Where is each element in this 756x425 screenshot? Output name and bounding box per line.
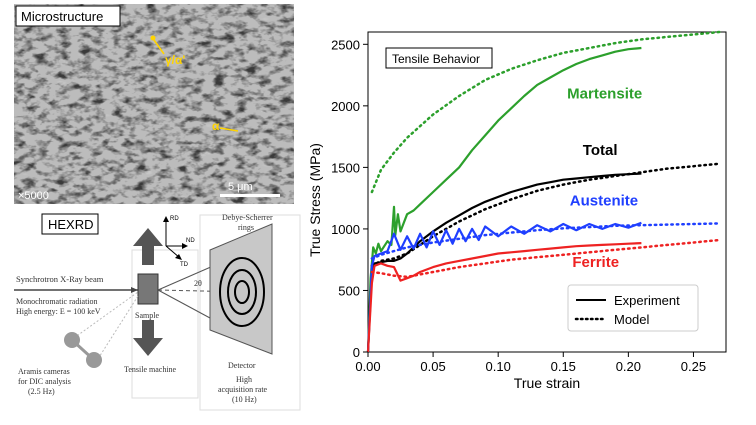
y-tick-label: 2500 [331, 37, 360, 52]
legend: Experiment Model [567, 284, 699, 332]
y-axis-label: True Stress (MPa) [307, 143, 323, 257]
y-tick-label: 1500 [331, 160, 360, 175]
microstructure-label: Microstructure [21, 9, 103, 24]
beam-label: Synchrotron X-Ray beam [16, 274, 104, 284]
aramis-label-line3: (2.5 Hz) [28, 387, 55, 396]
alpha-arrow [219, 127, 239, 132]
y-tick-label: 1000 [331, 222, 360, 237]
debye-ring-outer [219, 257, 265, 327]
x-tick-label: 0.25 [681, 359, 706, 374]
hexrd-label: HEXRD [48, 217, 94, 232]
high-label-line1: High [236, 375, 252, 384]
sample-frame [131, 249, 199, 399]
ferrite-experiment-line [366, 242, 642, 353]
total-model-line [370, 162, 721, 268]
high-label-line3: (10 Hz) [232, 395, 257, 404]
td-arrowhead [175, 254, 182, 260]
mono-label-line1: Monochromatic radiation [16, 297, 98, 306]
aramis-label-line2: for DIC analysis [18, 377, 71, 386]
hexrd-panel: HEXRD RD ND TD Synchrotron X-Ray beam Mo… [14, 210, 310, 415]
debye-ring-inner [234, 280, 250, 304]
x-tick-label: 0.00 [355, 359, 380, 374]
ferrite-series-label: Ferrite [572, 254, 619, 271]
tensile-chart: 0.00 0.05 0.10 0.15 0.20 0.25 0 500 1000 1500 2000… [306, 24, 750, 396]
x-axis-label: True strain [514, 375, 580, 391]
tensile-machine-label: Tensile machine [124, 365, 177, 374]
debye-ring-middle [227, 269, 257, 315]
austenite-experiment-line [366, 221, 642, 353]
xray-beam-arrowhead [131, 287, 138, 293]
td-label: TD [180, 262, 189, 268]
tensile-chart-svg: 0.00 0.05 0.10 0.15 0.20 0.25 0 500 1000 1500 2000… [307, 30, 727, 391]
legend-experiment-label: Experiment [614, 293, 680, 308]
debye-label-line1: Debye-Scherrer [222, 213, 273, 222]
sample-label: Sample [135, 311, 159, 320]
martensite-model-line [370, 30, 721, 194]
scale-bar-label: 5 μm [228, 181, 253, 193]
two-theta-label: 2θ [194, 279, 202, 288]
camera-line-lower [95, 295, 139, 363]
hexrd-diagram: HEXRD RD ND TD Synchrotron X-Ray beam Mo… [14, 213, 301, 411]
sample-block [137, 273, 159, 305]
high-label-line2: acquisition rate [218, 385, 268, 394]
scale-bar [220, 194, 280, 197]
chart-title: Tensile Behavior [392, 52, 480, 66]
camera-2-icon [86, 352, 102, 368]
x-tick-label: 0.05 [420, 359, 445, 374]
alpha-annotation: α [212, 119, 220, 133]
tension-up-arrow [133, 228, 163, 265]
debye-label-line2: rings [238, 223, 254, 232]
detector-plate [209, 223, 273, 355]
nd-label: ND [186, 238, 195, 244]
microstructure-panel: Microstructure γ/α' α ×5000 5 μm [14, 4, 294, 204]
legend-model-label: Model [614, 312, 650, 327]
va-annotation: γ/α' [165, 53, 185, 67]
microstructure-image: Microstructure γ/α' α ×5000 5 μm [14, 4, 294, 204]
martensite-experiment-line [366, 46, 642, 353]
y-tick-label: 0 [353, 345, 360, 360]
aramis-label-line1: Aramis cameras [18, 367, 70, 376]
nd-arrowhead [182, 243, 188, 249]
x-tick-label: 0.20 [616, 359, 641, 374]
chart-title-box [385, 47, 493, 69]
y-tick-label: 500 [338, 283, 360, 298]
hexrd-label-box [41, 213, 99, 235]
detector-label: Detector [228, 361, 256, 370]
va-arrow [153, 39, 165, 55]
tension-down-arrow [133, 320, 163, 356]
microstructure-label-box [15, 5, 121, 27]
ferrite-model-line [370, 238, 721, 279]
martensite-series-label: Martensite [567, 85, 642, 102]
va-marker-dot [150, 35, 156, 41]
x-tick-label: 0.10 [486, 359, 511, 374]
camera-1-icon [64, 332, 80, 348]
magnification-label: ×5000 [18, 190, 49, 202]
camera-line-upper [73, 291, 139, 339]
x-tick-label: 0.15 [551, 359, 576, 374]
y-tick-label: 2000 [331, 99, 360, 114]
rd-arrowhead [163, 216, 169, 222]
total-series-label: Total [583, 142, 618, 159]
austenite-series-label: Austenite [570, 193, 638, 210]
mono-label-line2: High energy: E = 100 keV [16, 307, 101, 316]
total-experiment-line [366, 172, 642, 353]
plot-area [367, 31, 727, 353]
rd-label: RD [170, 216, 179, 222]
